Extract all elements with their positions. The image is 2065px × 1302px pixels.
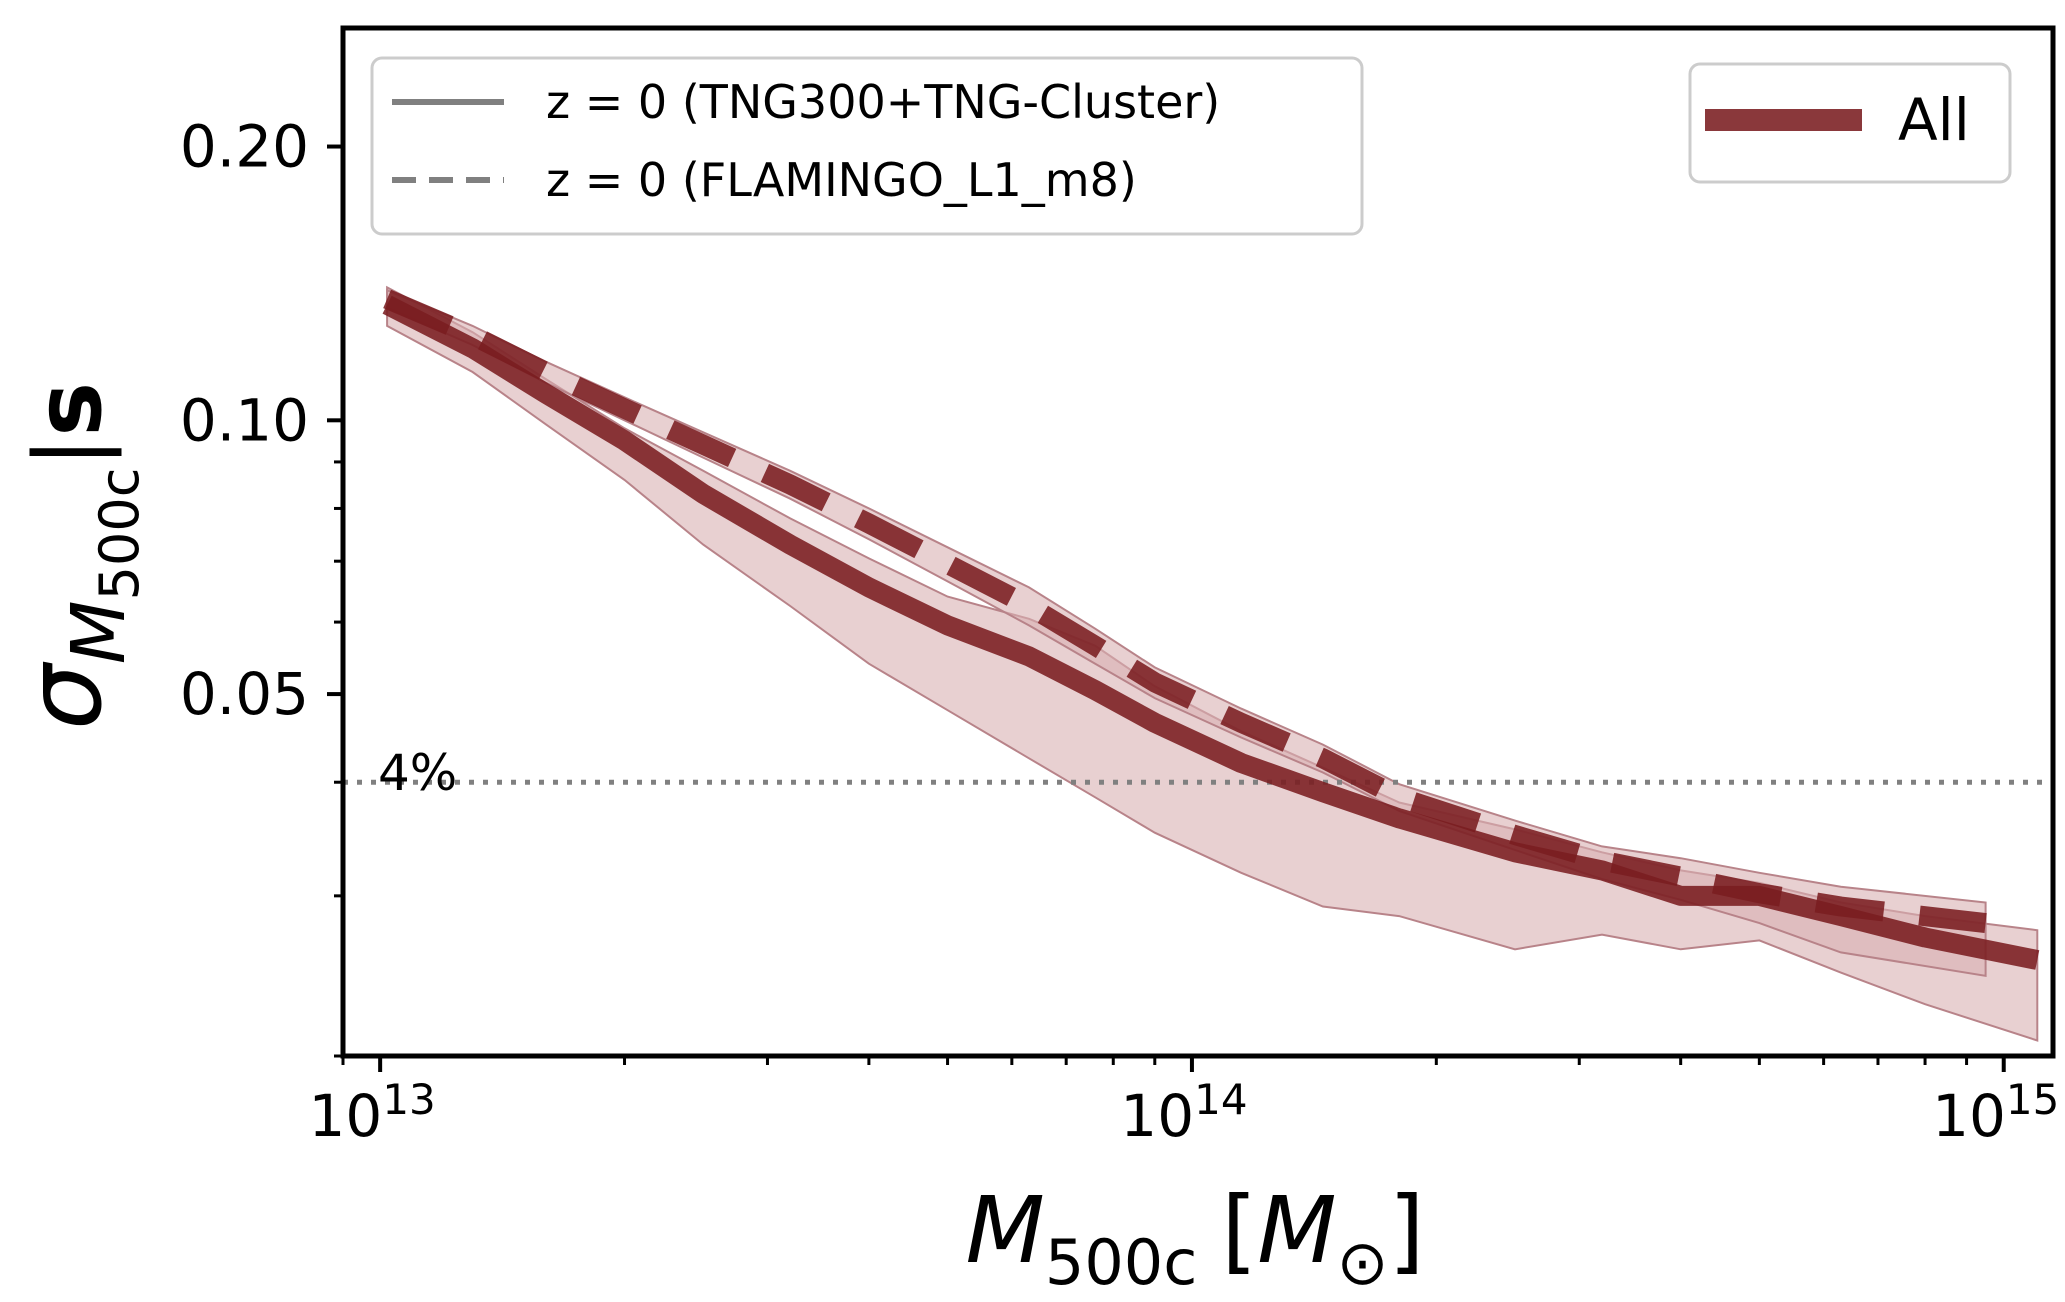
series-line-flamingo [383, 289, 1987, 934]
legend-label-all: All [1898, 86, 1970, 154]
y-axis-label: σM500c|s [3, 382, 151, 730]
y-tick-label: 0.10 [180, 386, 309, 454]
legend-series: z = 0 (TNG300+TNG-Cluster) z = 0 (FLAMIN… [370, 56, 1364, 236]
series-lines [382, 289, 2040, 970]
legend-series-box [370, 56, 1364, 236]
band-flamingo [386, 288, 1987, 977]
svg-text:σM500c|s: σM500c|s [3, 382, 151, 730]
y-tick-label: 0.20 [180, 113, 309, 181]
legend-mass-bin: All [1688, 62, 2012, 184]
plot-frame [340, 25, 2056, 1059]
confidence-bands [386, 285, 2039, 1042]
x-tick-label: 1013 [309, 1075, 436, 1150]
axis-ticks: 1013 1014 1015 0.05 0.10 0.20 [180, 113, 2059, 1150]
y-tick-label: 0.05 [180, 660, 309, 728]
legend-label-flamingo: z = 0 (FLAMINGO_L1_m8) [546, 153, 1137, 207]
x-axis-label: M500c [M⊙] [966, 1177, 1425, 1299]
x-tick-label: 1014 [1120, 1075, 1247, 1150]
reference-line-label: 4% [378, 744, 457, 802]
x-tick-label: 1015 [1932, 1075, 2059, 1150]
band-tng [386, 285, 2039, 1042]
legend-label-tng: z = 0 (TNG300+TNG-Cluster) [546, 75, 1220, 129]
